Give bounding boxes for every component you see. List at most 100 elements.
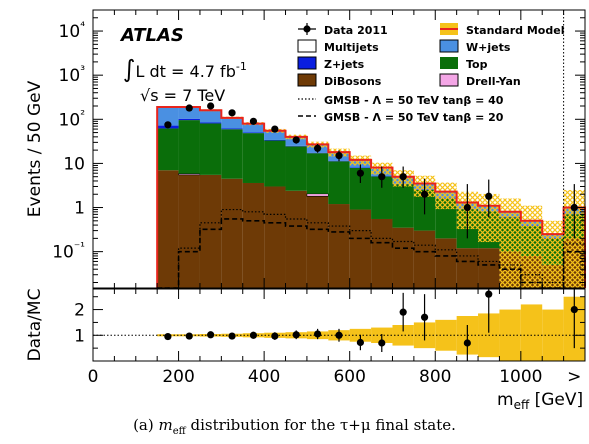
x-tick-label: 200 [162,367,194,387]
data-point [228,109,236,117]
legend-label-data: Data 2011 [324,24,388,37]
legend-label-zjets: Z+jets [324,58,365,71]
ratio-band-bin [520,304,543,361]
gmsb-tanb40-line [157,208,586,289]
y-tick-label: 10³ [59,63,86,86]
bar-dibosons [435,238,457,288]
ratio-y-axis-label: Data/MC [25,289,45,362]
bar-top [328,161,350,205]
legend-label-multijets: Multijets [324,41,379,54]
main-y-axis: 10⁻¹ 1 10 10² 10³ 10⁴ [52,9,585,283]
luminosity-text: ∫L dt = 4.7 fb-1 [123,55,247,83]
data-point [314,144,322,152]
bar-drellyan [178,173,201,176]
ratio-band-bin [392,325,414,346]
bar-zjets [221,128,243,130]
bar-wjets [221,117,243,129]
bar-top [264,140,286,187]
ratio-point [335,331,343,339]
data-point [378,173,386,181]
bar-dibosons [349,209,372,288]
legend-label-gmsb20: GMSB - Λ = 50 TeV tanβ = 20 [324,111,504,124]
data-point [463,203,471,212]
data-point [292,136,300,144]
bar-top [392,184,414,228]
bar-top [349,167,372,210]
x-axis-label: meff [GeV] [497,390,583,412]
data-point [485,192,493,200]
ratio-point [378,339,386,347]
data-point [249,117,258,125]
ratio-frame [92,288,586,362]
ratio-point [356,338,364,347]
main-x-ticks [92,10,586,288]
bar-dibosons [478,248,500,288]
legend-label-drellyan: Drell-Yan [466,75,521,88]
ratio-point [292,331,300,339]
bar-top [178,120,200,174]
bar-dibosons [413,230,436,288]
bar-zjets [242,132,265,134]
ratio-point [314,330,322,338]
sm-uncertainty-bin [563,189,585,288]
ratio-point [485,290,493,298]
bar-dibosons [264,186,286,288]
data-point [335,152,343,160]
legend-swatch-zjets [297,56,317,70]
caption-text: (a) meff distribution for the τ+μ final … [133,416,456,437]
ratio-point [570,305,578,314]
legend-label-gmsb40: GMSB - Λ = 50 TeV tanβ = 40 [324,94,504,107]
ratio-x-axis: 0 200 400 600 800 1000 > meff [GeV] [88,289,586,412]
bar-top [157,128,179,171]
ratio-point [164,332,172,341]
bar-zjets [178,118,200,121]
ratio-point [420,313,429,321]
ratio-point [228,332,236,340]
legend-label-sm: Standard Model [466,24,564,37]
data-points [164,102,578,239]
overflow-tick-label: > [567,367,581,387]
ratio-y-tick-label: 2 [74,301,85,321]
bar-top [242,133,265,183]
main-frame [92,9,586,289]
bar-wjets [157,106,179,126]
bar-top [285,146,307,191]
bar-dibosons [178,174,200,288]
ratio-band-bin [435,319,457,351]
ratio-point [185,332,193,340]
sm-uncertainty-bin [520,205,543,288]
gmsb-tanb20-line [157,218,586,289]
x-tick-label: 1000 [499,367,542,387]
data-point [420,190,429,198]
ratio-point [249,331,258,339]
legend: Data 2011 Standard Model Multijets W+jets Z+… [297,23,564,124]
bar-dibosons [285,190,307,288]
x-tick-label: 800 [419,367,451,387]
bar-top [371,176,393,219]
bar-wjets [199,110,222,123]
figure-caption: (a) meff distribution for the τ+μ final … [0,416,589,437]
bar-wjets [264,131,286,140]
bar-top [306,153,329,194]
bar-dibosons [306,196,329,288]
legend-label-dibosons: DiBosons [324,75,382,88]
bar-zjets [264,139,286,141]
sm-total-line [156,105,586,288]
main-plot: 10⁻¹ 1 10 10² 10³ 10⁴ Events / 50 GeV ATLAS ∫L d… [25,9,586,289]
ratio-point [271,332,279,340]
sm-uncertainty-bin [435,182,457,210]
bar-top [221,129,243,179]
y-tick-label: 10⁻¹ [52,240,85,263]
ratio-points [164,289,578,361]
legend-swatch-wjets [439,39,459,53]
data-point [570,203,578,212]
data-point [356,169,364,177]
bar-dibosons [221,178,243,288]
main-y-axis-label: Events / 50 GeV [25,80,45,217]
ratio-y-axis: 12 [74,296,585,362]
ratio-point [207,331,215,339]
bar-dibosons [456,248,479,288]
bar-dibosons [242,182,265,288]
data-point [185,104,193,112]
